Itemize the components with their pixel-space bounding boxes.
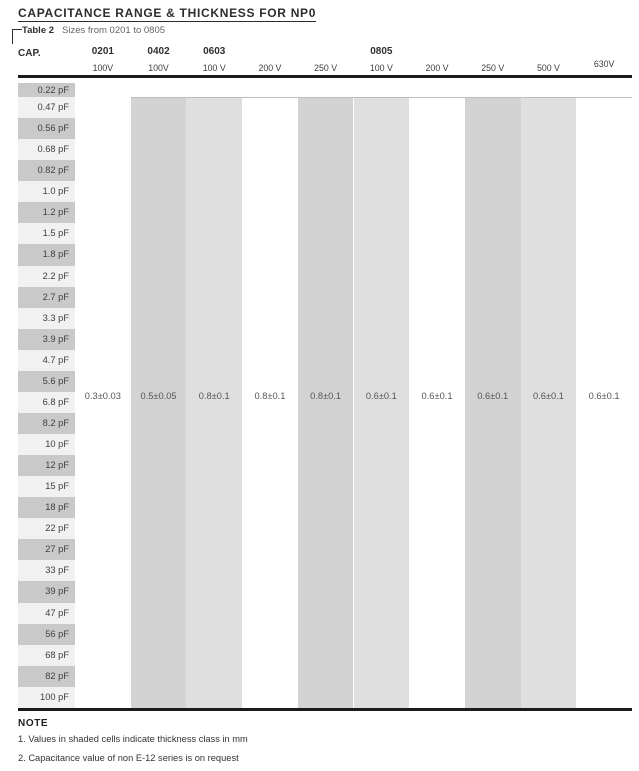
row-label: 0.68 pF bbox=[18, 139, 75, 161]
column-size-header: 0805 bbox=[370, 46, 393, 57]
row-label: 39 pF bbox=[18, 581, 75, 603]
column-voltage-header: 500 V bbox=[536, 63, 560, 73]
thickness-value: 0.8±0.1 bbox=[254, 390, 286, 401]
row-label: 82 pF bbox=[18, 665, 75, 687]
page-title: CAPACITANCE RANGE & THICKNESS FOR NP0 bbox=[18, 6, 317, 22]
row-label: 1.8 pF bbox=[18, 244, 75, 266]
table-column: 0.8±0.1 bbox=[186, 83, 243, 708]
row-label: 68 pF bbox=[18, 644, 75, 666]
row-label: 3.3 pF bbox=[18, 307, 75, 329]
column-voltage-header: 250 V bbox=[481, 63, 505, 73]
row-label: 18 pF bbox=[18, 497, 75, 519]
row-label: 4.7 pF bbox=[18, 349, 75, 371]
row-label: 6.8 pF bbox=[18, 391, 75, 413]
row-label: 5.6 pF bbox=[18, 370, 75, 392]
shaded-band bbox=[297, 97, 354, 708]
table-column: 0.6±0.1 bbox=[353, 83, 410, 708]
table-column: 0.6±0.1 bbox=[409, 83, 465, 708]
note-heading: NOTE bbox=[18, 718, 49, 729]
column-voltage-header: 250 V bbox=[314, 63, 338, 73]
cap-column-header: CAP. bbox=[18, 48, 41, 59]
thickness-value: 0.6±0.1 bbox=[532, 390, 564, 401]
shaded-band bbox=[186, 97, 243, 708]
row-label: 10 pF bbox=[18, 434, 75, 456]
column-voltage-header: 100V bbox=[148, 63, 169, 73]
table-column: 0.6±0.1 bbox=[520, 83, 577, 708]
table-column: 0.6±0.1 bbox=[464, 83, 521, 708]
shaded-band bbox=[520, 97, 577, 708]
thickness-value: 0.6±0.1 bbox=[421, 390, 453, 401]
thickness-value: 0.5±0.05 bbox=[140, 390, 177, 401]
column-size-header: 0201 bbox=[91, 46, 114, 57]
thickness-value: 0.3±0.03 bbox=[84, 390, 121, 401]
header-rule bbox=[18, 75, 632, 78]
column-size-header: 0603 bbox=[203, 46, 226, 57]
bottom-rule bbox=[18, 708, 632, 711]
note-item: 1. Values in shaded cells indicate thick… bbox=[18, 734, 248, 744]
row-label: 12 pF bbox=[18, 455, 75, 477]
row-label-column: 0.22 pF 0.47 pF 0.56 pF 0.68 pF 0.82 pF … bbox=[18, 83, 75, 708]
row-label: 0.82 pF bbox=[18, 160, 75, 182]
table-caption-text: Sizes from 0201 to 0805 bbox=[62, 25, 166, 36]
thickness-value: 0.6±0.1 bbox=[477, 390, 509, 401]
shaded-band bbox=[130, 97, 187, 708]
row-label: 1.2 pF bbox=[18, 202, 75, 224]
row-label: 15 pF bbox=[18, 476, 75, 498]
table-column: 0.8±0.1 bbox=[297, 83, 354, 708]
thickness-value: 0.8±0.1 bbox=[198, 390, 230, 401]
thickness-value: 0.6±0.1 bbox=[365, 390, 397, 401]
row-label: 100 pF bbox=[18, 686, 75, 708]
shade-top-rule bbox=[130, 96, 632, 98]
row-label: 1.5 pF bbox=[18, 223, 75, 245]
row-label: 2.2 pF bbox=[18, 265, 75, 287]
table-number-label: Table 2 bbox=[22, 25, 55, 36]
thickness-value: 0.8±0.1 bbox=[310, 390, 342, 401]
column-size-header: 0402 bbox=[147, 46, 170, 57]
row-label: 2.7 pF bbox=[18, 286, 75, 308]
column-voltage-header: 100 V bbox=[202, 63, 226, 73]
column-voltage-header: 100V bbox=[92, 63, 114, 73]
table-column: 0.5±0.05 bbox=[130, 83, 187, 708]
row-label: 0.56 pF bbox=[18, 118, 75, 140]
row-label: 47 pF bbox=[18, 602, 75, 624]
table-caption: Table 2 Sizes from 0201 to 0805 bbox=[22, 25, 165, 36]
row-label: 27 pF bbox=[18, 539, 75, 561]
table-column: 0.6±0.1 bbox=[576, 83, 632, 708]
shaded-band bbox=[353, 97, 410, 708]
row-label: 0.22 pF bbox=[18, 83, 75, 97]
thickness-value: 0.6±0.1 bbox=[588, 390, 620, 401]
capacitance-table: 0.22 pF 0.47 pF 0.56 pF 0.68 pF 0.82 pF … bbox=[0, 83, 639, 708]
shaded-band bbox=[464, 97, 521, 708]
row-label: 8.2 pF bbox=[18, 412, 75, 434]
column-voltage-header: 200 V bbox=[258, 63, 282, 73]
column-voltage-header: 100 V bbox=[369, 63, 393, 73]
column-voltage-header: 200 V bbox=[425, 63, 449, 73]
row-label: 0.47 pF bbox=[18, 97, 75, 119]
row-label: 56 pF bbox=[18, 623, 75, 645]
row-label: 22 pF bbox=[18, 518, 75, 540]
table-column: 0.8±0.1 bbox=[242, 83, 298, 708]
note-item: 2. Capacitance value of non E-12 series … bbox=[18, 753, 239, 763]
row-label: 3.9 pF bbox=[18, 328, 75, 350]
row-label: 1.0 pF bbox=[18, 181, 75, 203]
column-voltage-header: 630V bbox=[593, 59, 615, 69]
table-column: 0.3±0.03 bbox=[75, 83, 131, 708]
row-label: 33 pF bbox=[18, 560, 75, 582]
table-caption-bracket bbox=[12, 29, 22, 44]
